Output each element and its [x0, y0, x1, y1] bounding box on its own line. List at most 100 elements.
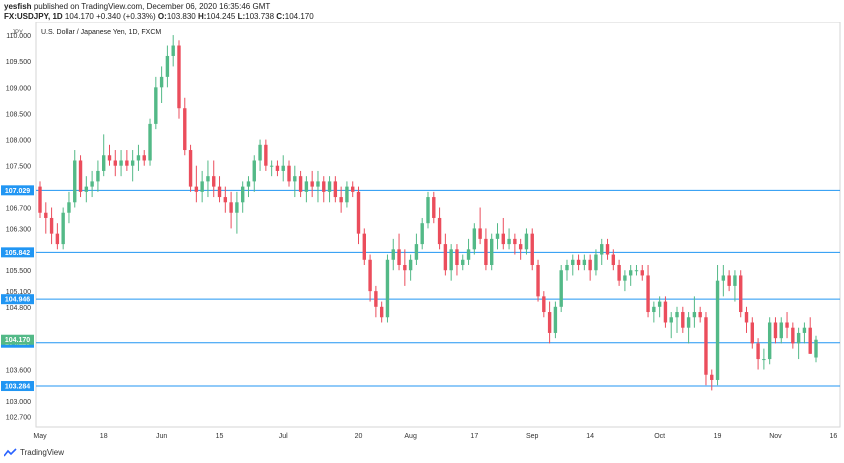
candle-body	[640, 270, 644, 276]
candle-body	[408, 259, 413, 271]
candle-body	[269, 165, 274, 167]
y-tick-label: 103.600	[6, 368, 31, 375]
candle-body	[634, 270, 639, 272]
price-scale-tag: JPY	[12, 30, 23, 36]
candle-body	[524, 233, 529, 250]
candle-body	[611, 254, 616, 265]
candle-body	[136, 155, 141, 161]
candle-body	[652, 306, 656, 313]
candle-body	[432, 197, 436, 218]
y-tick-label: 107.500	[6, 164, 31, 171]
price-chart[interactable]: 110.000 109.500 109.000 108.500 108.000 107.5…	[0, 22, 844, 448]
candle-body	[426, 197, 430, 224]
candle-body	[565, 265, 569, 271]
candle-body	[67, 202, 71, 213]
y-tick-label: 110.000	[6, 33, 31, 40]
candle-body	[455, 249, 459, 265]
candle-body	[252, 160, 256, 182]
candle-body	[437, 217, 442, 245]
level-label: 104.946	[5, 297, 30, 304]
level-label-box	[1, 294, 34, 305]
candle-body	[119, 160, 123, 166]
candle-body	[449, 249, 453, 271]
candle-body	[73, 160, 77, 203]
candle-body	[513, 238, 517, 245]
candle-body	[420, 223, 424, 245]
candle-body	[715, 280, 720, 380]
candle-body	[125, 160, 129, 166]
candle-body	[704, 317, 708, 375]
candle-body	[773, 322, 778, 339]
candle-body	[148, 123, 152, 161]
candle-body	[628, 270, 633, 276]
candle-body	[576, 259, 581, 265]
candle-body	[814, 339, 818, 358]
candle-body	[339, 197, 343, 203]
x-tick-label: 16	[829, 433, 837, 440]
candle-body	[588, 259, 592, 271]
candle-body	[397, 249, 401, 265]
high-value: 104.245	[206, 12, 236, 21]
candle-body	[55, 233, 60, 245]
candle-body	[165, 55, 170, 77]
candle-body	[113, 160, 117, 166]
candle-body	[779, 322, 783, 339]
y-tick-label: 108.500	[6, 111, 31, 118]
candle-body	[791, 327, 795, 344]
candle-body	[518, 244, 523, 250]
close-value: 104.170	[284, 12, 314, 21]
candle-body	[796, 332, 801, 344]
candle-body	[154, 87, 158, 124]
candle-body	[536, 265, 540, 297]
y-tick-label: 102.700	[6, 415, 31, 422]
candle-body	[808, 327, 812, 354]
candle-body	[310, 181, 314, 187]
candle-body	[542, 296, 546, 313]
candle-body	[374, 291, 378, 307]
candle-body	[177, 45, 181, 109]
x-tick-label: Oct	[654, 433, 665, 440]
candle-body	[490, 238, 494, 265]
candle-body	[710, 374, 714, 380]
candle-body	[692, 312, 697, 318]
x-tick-label: Aug	[404, 433, 417, 440]
candle-body	[733, 275, 737, 286]
chart-title: U.S. Dollar / Japanese Yen, 1D, FXCM	[41, 29, 161, 36]
candle-body	[802, 327, 807, 333]
candle-body	[327, 181, 332, 192]
candle-body	[240, 186, 245, 203]
author-name: yesfish	[4, 2, 32, 11]
candle-body	[206, 176, 210, 182]
candle-body	[727, 275, 731, 286]
high-label: H:	[197, 12, 207, 21]
candle-body	[623, 275, 627, 281]
close-label: C:	[276, 12, 285, 21]
candle-body	[316, 181, 320, 187]
candle-body	[681, 312, 685, 328]
y-tick-label: 105.100	[6, 289, 31, 296]
candle-body	[102, 155, 106, 171]
candle-body	[472, 228, 477, 250]
candle-body	[84, 186, 89, 192]
candle-body	[686, 317, 691, 328]
candle-body	[501, 233, 505, 245]
candle-body	[61, 212, 65, 245]
x-tick-label: 17	[470, 433, 478, 440]
ohlc-line: FX:USDJPY, 1D 104.170 +0.340 (+0.33%) O:…	[4, 12, 314, 21]
candle-body	[478, 228, 482, 239]
x-tick-label: May	[33, 433, 47, 440]
candle-body	[142, 155, 146, 161]
candle-body	[571, 259, 575, 265]
y-tick-label: 108.000	[6, 138, 31, 145]
last-price-label: 104.170	[5, 337, 30, 344]
x-tick-label: Nov	[769, 433, 782, 440]
candle-body	[559, 270, 563, 307]
y-tick-label: 106.300	[6, 226, 31, 233]
candle-body	[293, 176, 297, 182]
candle-body	[44, 212, 48, 218]
candle-body	[200, 181, 204, 192]
x-tick-label: 15	[216, 433, 224, 440]
y-tick-label: 106.700	[6, 206, 31, 213]
candle-body	[246, 181, 251, 187]
y-tick-label: 103.000	[6, 399, 31, 406]
